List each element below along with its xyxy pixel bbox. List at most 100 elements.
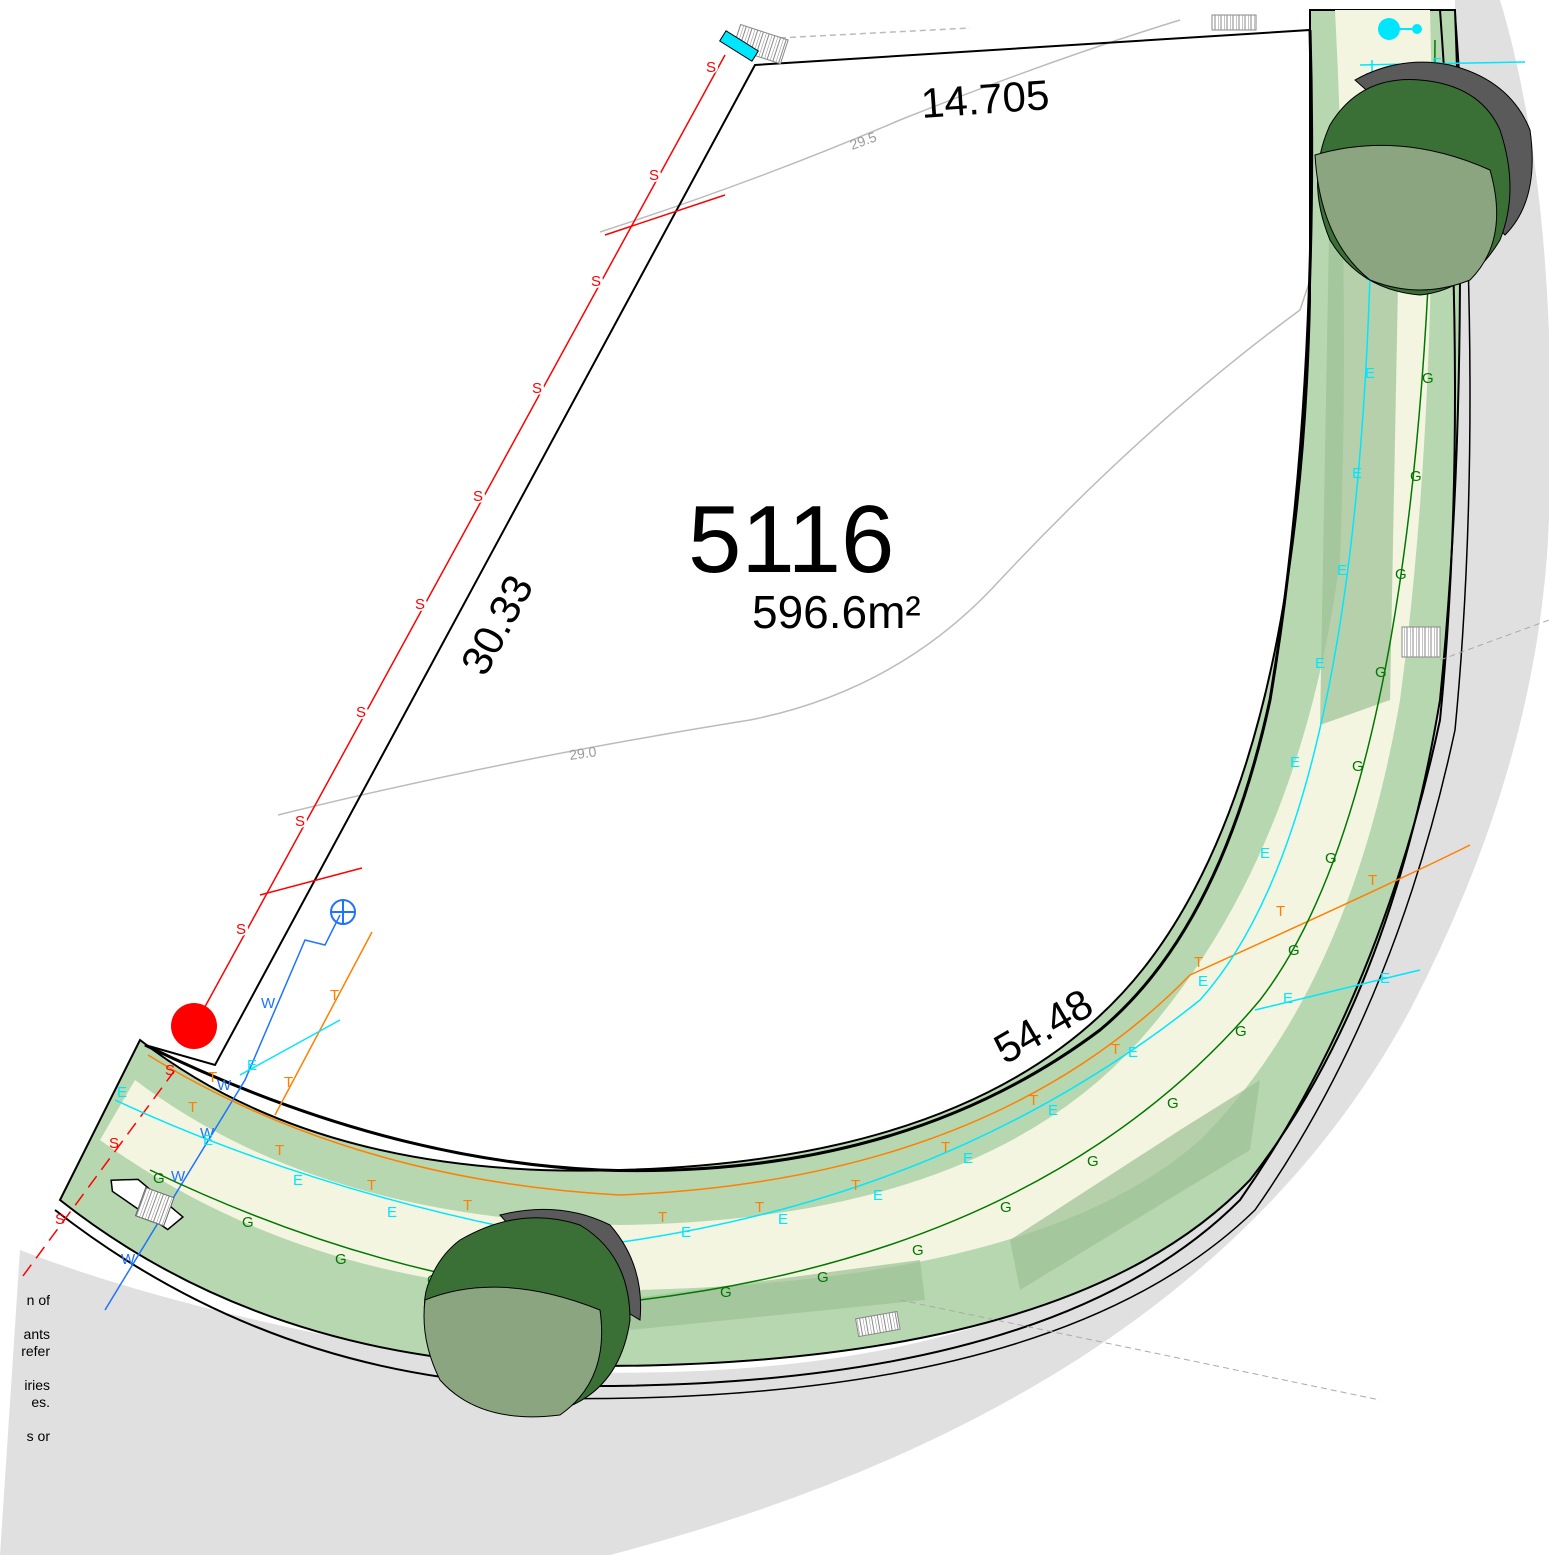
- telecom-marker: T: [1368, 872, 1377, 889]
- telecom-marker: T: [1111, 1041, 1120, 1058]
- electrical-marker: E: [203, 1132, 213, 1149]
- gas-marker: G: [1410, 468, 1422, 485]
- gas-marker: G: [1288, 942, 1300, 959]
- tree-icon: [423, 1208, 642, 1418]
- sewer-marker: S: [55, 1211, 65, 1228]
- telecom-marker: T: [1194, 954, 1203, 971]
- electrical-marker: E: [1260, 845, 1270, 862]
- sewer-marker-bg: [530, 381, 544, 395]
- gas-marker: G: [720, 1284, 732, 1301]
- sewer-marker: S: [473, 488, 483, 505]
- telecom-marker: T: [275, 1142, 284, 1159]
- sewer-marker: S: [165, 1062, 175, 1079]
- sewer-marker: S: [649, 167, 659, 184]
- contour-label-lower: 29.0: [568, 743, 597, 763]
- telecom-line: [274, 931, 373, 1116]
- telecom-marker: T: [463, 1197, 472, 1214]
- contour-line-lower: [277, 279, 1311, 816]
- verge-patch: [620, 1260, 925, 1330]
- water-marker: W: [171, 1168, 186, 1185]
- gas-marker: G: [1422, 370, 1434, 387]
- electrical-marker: E: [1380, 970, 1390, 987]
- electrical-marker: E: [117, 1084, 127, 1101]
- sewer-marker: S: [532, 380, 542, 397]
- electrical-marker: E: [1283, 990, 1293, 1007]
- kerb-line: [54, 9, 1456, 1388]
- telecom-marker: T: [208, 1069, 217, 1086]
- electrical-marker: E: [1337, 562, 1347, 579]
- electrical-marker: E: [1315, 655, 1325, 672]
- note-line: iries: [24, 1377, 50, 1393]
- electrical-marker: E: [293, 1172, 303, 1189]
- sewer-marker: S: [356, 704, 366, 721]
- gas-marker: G: [1167, 1095, 1179, 1112]
- note-line: [0, 1309, 50, 1326]
- gas-marker: G: [1000, 1199, 1012, 1216]
- electrical-marker: E: [1128, 1044, 1138, 1061]
- gas-marker: G: [1375, 664, 1387, 681]
- electrical-pillar-icon: [1378, 18, 1422, 40]
- electrical-line: [239, 1019, 341, 1076]
- sewer-marker: S: [591, 273, 601, 290]
- sewer-marker-bg: [704, 60, 718, 74]
- gas-marker: G: [335, 1251, 347, 1268]
- sewer-branch: [259, 867, 363, 896]
- telecom-marker: T: [941, 1139, 950, 1156]
- sewer-line: [194, 54, 726, 1026]
- note-line: ants: [23, 1326, 50, 1342]
- telecom-marker: T: [851, 1177, 860, 1194]
- telecom-marker: T: [188, 1099, 197, 1116]
- telecom-marker: T: [284, 1074, 293, 1091]
- boundary-context: [739, 27, 971, 41]
- telecom-marker: T: [658, 1209, 667, 1226]
- note-line: [0, 1411, 50, 1428]
- sewer-marker-bg: [354, 705, 368, 719]
- tree-icon: [1314, 61, 1533, 296]
- telecom-marker: T: [1029, 1092, 1038, 1109]
- water-marker: W: [200, 1125, 215, 1142]
- telecom-marker: T: [330, 987, 339, 1004]
- electrical-marker: E: [1352, 465, 1362, 482]
- sewer-marker-bg: [647, 168, 661, 182]
- telecom-line: [147, 844, 1471, 1196]
- note-line: refer: [21, 1343, 50, 1359]
- lot-area: 596.6m²: [752, 586, 921, 638]
- electrical-marker: E: [873, 1187, 883, 1204]
- telecom-marker: T: [367, 1177, 376, 1194]
- stormwater-pit-icon: [732, 23, 789, 65]
- contour-label-upper: 29.5: [848, 128, 879, 152]
- note-line: s or: [26, 1428, 50, 1444]
- gas-marker: G: [1235, 1023, 1247, 1040]
- gas-marker: G: [1325, 850, 1337, 867]
- electrical-line: [1254, 969, 1421, 1011]
- water-marker: W: [261, 995, 276, 1012]
- lot-number: 5116: [688, 486, 894, 593]
- driveway-crossover: [719, 30, 759, 62]
- note-line: n of: [26, 1292, 50, 1308]
- gas-marker: G: [1087, 1153, 1099, 1170]
- electrical-marker: E: [778, 1211, 788, 1228]
- sewer-marker: S: [415, 596, 425, 613]
- water-meter-icon: [330, 899, 356, 925]
- sewer-marker: S: [706, 59, 716, 76]
- sewer-branch: [604, 194, 726, 236]
- water-line: [104, 914, 341, 1311]
- electrical-marker: E: [1198, 973, 1208, 990]
- dimension-west-boundary: 30.33: [451, 567, 542, 682]
- sewer-marker-bg: [589, 274, 603, 288]
- electrical-marker: E: [247, 1057, 257, 1074]
- stormwater-pit-icon: [1211, 14, 1257, 31]
- kerb-line: [519, 9, 1471, 1400]
- sewer-point-icon: [171, 1003, 217, 1049]
- note-line: es.: [31, 1394, 50, 1410]
- sewer-marker: S: [109, 1135, 119, 1152]
- water-marker: W: [121, 1251, 136, 1268]
- drawing-notes: n of ants refer iries es. s or: [0, 1292, 50, 1445]
- sewer-marker: S: [236, 921, 246, 938]
- sewer-marker-bg: [471, 489, 485, 503]
- stormwater-pit-icon: [110, 1178, 185, 1231]
- sewer-marker-bg: [234, 922, 248, 936]
- gas-marker: G: [1352, 758, 1364, 775]
- sewer-marker-bg: [293, 814, 307, 828]
